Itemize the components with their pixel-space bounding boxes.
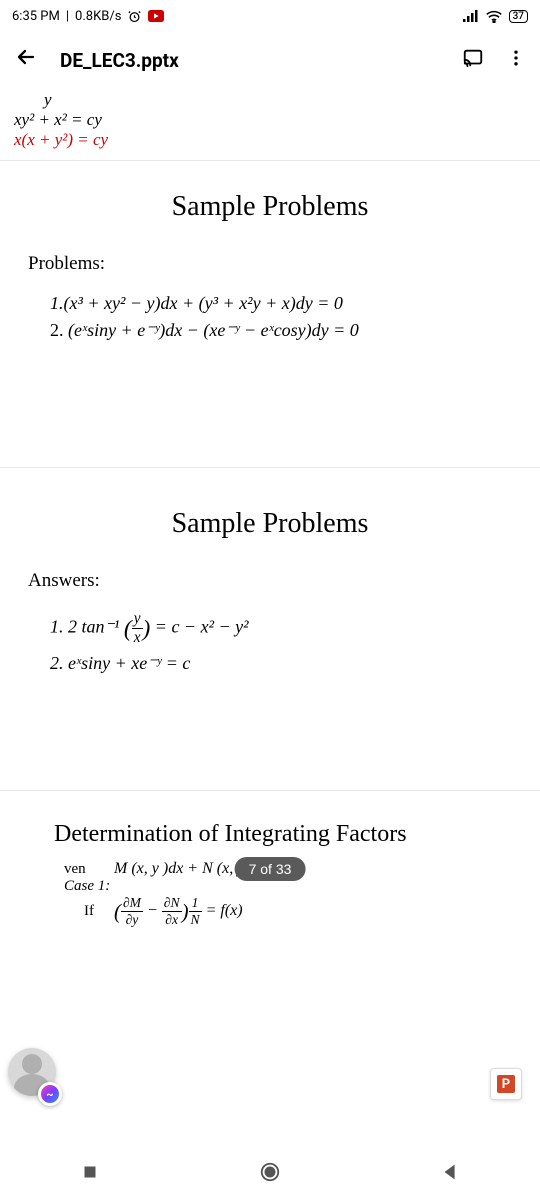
answer-1-post: = c − x² − y²	[150, 617, 248, 637]
slide-problems: Sample Problems Problems: 1.(x³ + xy² − …	[0, 161, 540, 468]
slide-answers: Sample Problems Answers: 1. 2 tan⁻¹ (yx)…	[0, 468, 540, 791]
answer-1: 1. 2 tan⁻¹ (yx) = c − x² − y²	[28, 610, 512, 647]
problem-1: 1.(x³ + xy² − y)dx + (y³ + x²y + x)dy = …	[28, 293, 512, 314]
nav-recent-button[interactable]	[79, 1161, 101, 1187]
equation-fragment: y xy² + x² = cy x(x + y²) = cy	[0, 88, 540, 161]
nav-back-button[interactable]	[439, 1161, 461, 1187]
given-label: ven	[14, 861, 114, 878]
if-eq: (∂M∂y − ∂N∂x)1N = f(x)	[114, 895, 243, 928]
f1b: ∂y	[121, 912, 143, 928]
back-button[interactable]	[14, 45, 38, 75]
signal-icon	[463, 10, 479, 22]
messenger-icon: ~	[41, 1085, 59, 1103]
case-label: Case 1:	[14, 878, 114, 895]
powerpoint-icon: P	[497, 1075, 515, 1093]
problems-label: Problems:	[28, 253, 512, 275]
file-title: DE_LEC3.pptx	[60, 49, 440, 72]
f2b: ∂x	[162, 912, 182, 928]
status-sep: |	[66, 9, 69, 24]
navigation-bar	[0, 1148, 540, 1200]
problem-2: 2. (eˣsiny + e⁻ʸ)dx − (xe⁻ʸ − eˣcosy)dy …	[28, 320, 512, 341]
f2t: ∂N	[162, 895, 182, 912]
nav-home-button[interactable]	[259, 1161, 281, 1187]
eq-y: y	[14, 90, 526, 110]
more-icon[interactable]	[506, 48, 526, 72]
f1t: ∂M	[121, 895, 143, 912]
problem-2-num: 2.	[50, 320, 68, 340]
f3t: 1	[189, 895, 202, 912]
youtube-icon	[148, 10, 164, 22]
if-post: = f(x)	[202, 902, 243, 919]
battery-indicator: 37	[509, 10, 528, 23]
powerpoint-badge[interactable]: P	[490, 1068, 522, 1100]
alarm-icon	[127, 9, 142, 24]
if-label: If	[14, 903, 114, 920]
slide-problems-title: Sample Problems	[28, 191, 512, 223]
messenger-chathead[interactable]: ~	[8, 1048, 64, 1104]
f3b: N	[189, 912, 202, 928]
slide-integrating-title: Determination of Integrating Factors	[14, 821, 526, 848]
answer-1-pre: 1. 2 tan⁻¹	[50, 617, 124, 637]
eq-line2: x(x + y²) = cy	[14, 130, 526, 150]
a1-frac-bot: x	[132, 629, 143, 647]
eq-line1: xy² + x² = cy	[14, 110, 526, 130]
page-indicator: 7 of 33	[235, 857, 306, 881]
slide-integrating: Determination of Integrating Factors ven…	[0, 791, 540, 938]
wifi-icon	[485, 10, 503, 23]
cast-icon[interactable]	[462, 47, 484, 73]
status-right: 37	[463, 10, 528, 23]
messenger-badge: ~	[38, 1082, 62, 1106]
problem-2-body: (eˣsiny + e⁻ʸ)dx − (xe⁻ʸ − eˣcosy)dy = 0	[68, 320, 359, 340]
answer-2: 2. eˣsiny + xe⁻ʸ = c	[28, 653, 512, 674]
status-left: 6:35 PM | 0.8KB/s	[12, 9, 164, 24]
status-bar: 6:35 PM | 0.8KB/s 37	[0, 0, 540, 32]
status-time: 6:35 PM	[12, 9, 60, 24]
app-bar: DE_LEC3.pptx	[0, 32, 540, 88]
answers-label: Answers:	[28, 570, 512, 592]
slide-answers-title: Sample Problems	[28, 508, 512, 540]
a1-frac-top: y	[132, 610, 143, 629]
document-content[interactable]: y xy² + x² = cy x(x + y²) = cy Sample Pr…	[0, 88, 540, 938]
status-speed: 0.8KB/s	[75, 9, 121, 24]
